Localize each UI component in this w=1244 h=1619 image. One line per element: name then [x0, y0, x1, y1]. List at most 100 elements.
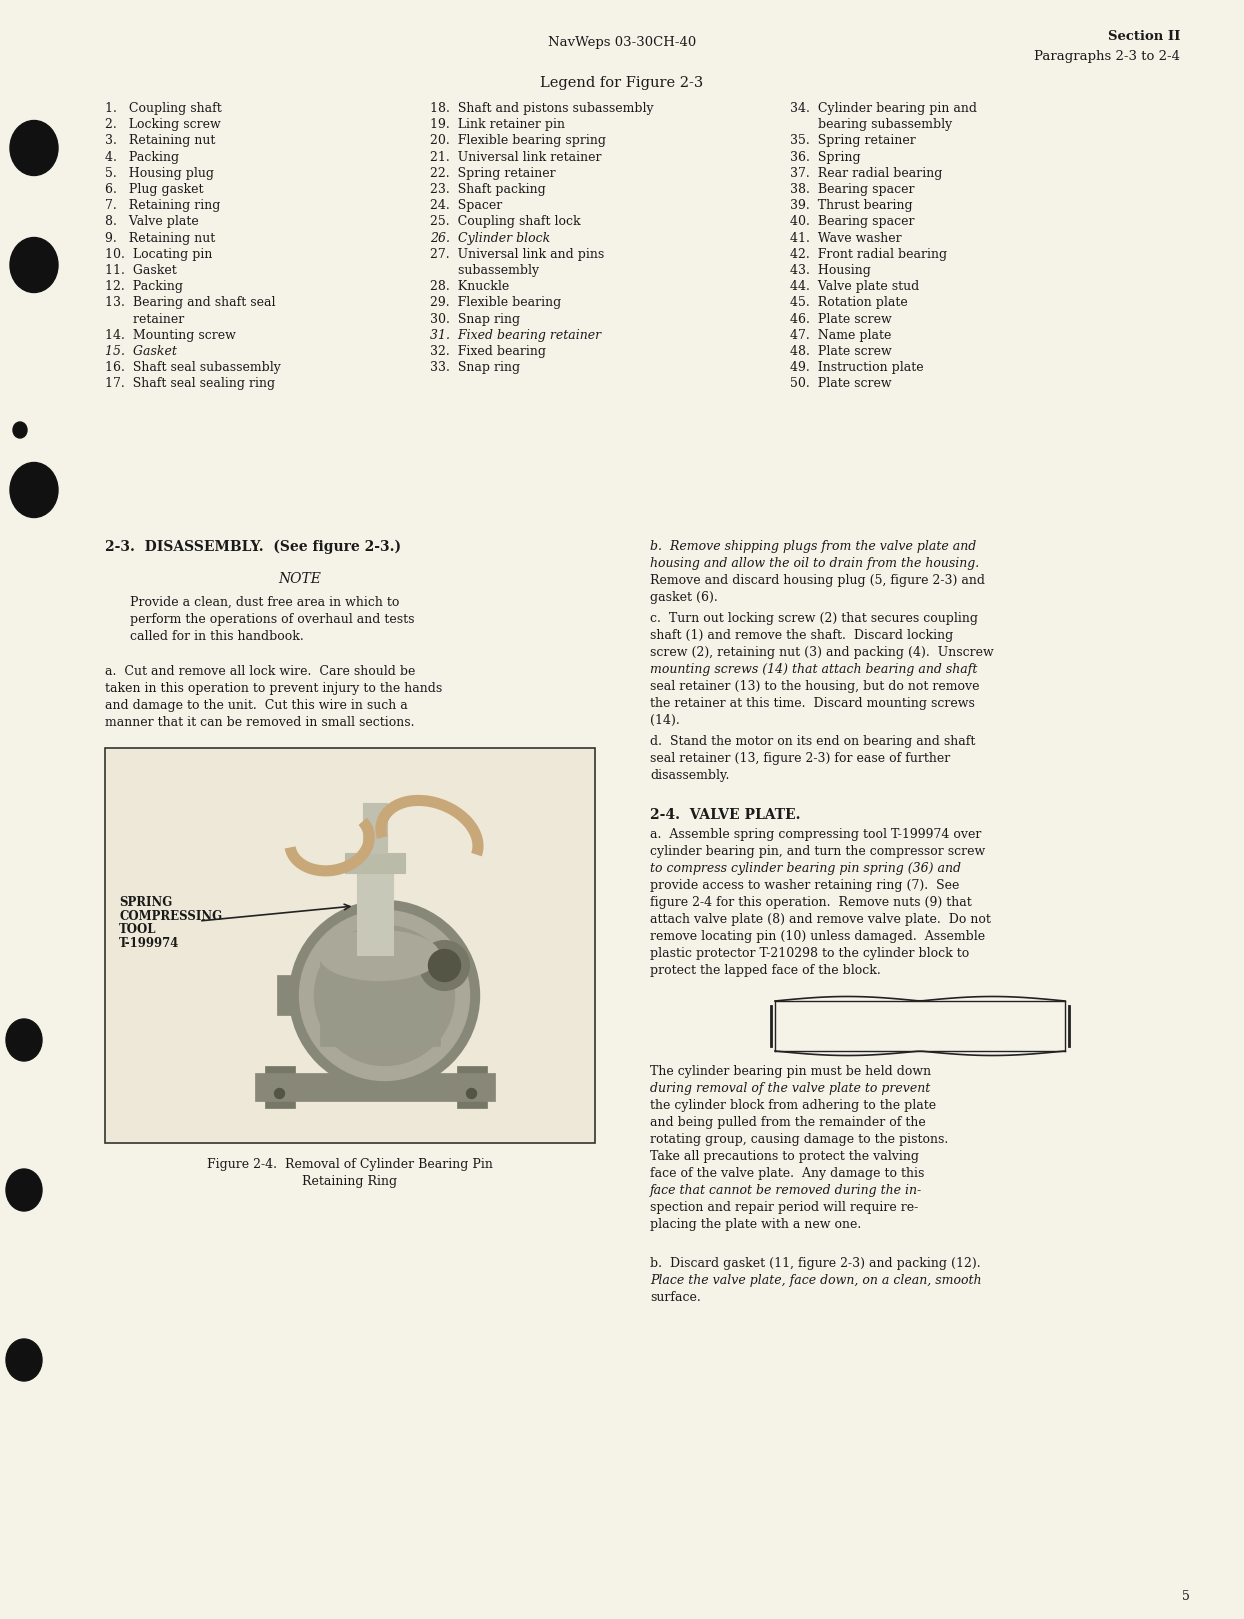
- Text: 24.  Spacer: 24. Spacer: [430, 199, 503, 212]
- Ellipse shape: [10, 463, 58, 518]
- Text: shaft (1) and remove the shaft.  Discard locking: shaft (1) and remove the shaft. Discard …: [651, 630, 953, 643]
- Text: 20.  Flexible bearing spring: 20. Flexible bearing spring: [430, 134, 606, 147]
- Text: b.  Remove shipping plugs from the valve plate and: b. Remove shipping plugs from the valve …: [651, 541, 977, 554]
- Text: figure 2-4 for this operation.  Remove nuts (9) that: figure 2-4 for this operation. Remove nu…: [651, 895, 972, 908]
- Text: 16.  Shaft seal subassembly: 16. Shaft seal subassembly: [104, 361, 281, 374]
- Ellipse shape: [290, 900, 479, 1091]
- Text: 38.  Bearing spacer: 38. Bearing spacer: [790, 183, 914, 196]
- Text: attach valve plate (8) and remove valve plate.  Do not: attach valve plate (8) and remove valve …: [651, 913, 991, 926]
- Text: d.  Stand the motor on its end on bearing and shaft: d. Stand the motor on its end on bearing…: [651, 735, 975, 748]
- Ellipse shape: [6, 1018, 42, 1060]
- Text: Figure 2-4.  Removal of Cylinder Bearing Pin: Figure 2-4. Removal of Cylinder Bearing …: [207, 1158, 493, 1171]
- Text: gasket (6).: gasket (6).: [651, 591, 718, 604]
- Text: Take all precautions to protect the valving: Take all precautions to protect the valv…: [651, 1149, 919, 1162]
- Text: 36.  Spring: 36. Spring: [790, 151, 861, 164]
- Ellipse shape: [428, 949, 460, 981]
- Text: 27.  Universal link and pins: 27. Universal link and pins: [430, 248, 605, 261]
- Text: 3.   Retaining nut: 3. Retaining nut: [104, 134, 215, 147]
- Text: 49.  Instruction plate: 49. Instruction plate: [790, 361, 923, 374]
- Text: called for in this handbook.: called for in this handbook.: [131, 630, 304, 643]
- Ellipse shape: [315, 926, 454, 1065]
- Text: 43.  Housing: 43. Housing: [790, 264, 871, 277]
- Text: COMPRESSING: COMPRESSING: [119, 910, 223, 923]
- Text: rotating group, causing damage to the pistons.: rotating group, causing damage to the pi…: [651, 1133, 948, 1146]
- Text: face of the valve plate.  Any damage to this: face of the valve plate. Any damage to t…: [651, 1167, 924, 1180]
- Bar: [457, 1065, 486, 1107]
- Text: 35.  Spring retainer: 35. Spring retainer: [790, 134, 916, 147]
- Text: 6.   Plug gasket: 6. Plug gasket: [104, 183, 204, 196]
- Text: 12.  Packing: 12. Packing: [104, 280, 183, 293]
- Bar: [357, 866, 393, 955]
- Text: taken in this operation to prevent injury to the hands: taken in this operation to prevent injur…: [104, 682, 443, 695]
- Text: the retainer at this time.  Discard mounting screws: the retainer at this time. Discard mount…: [651, 698, 975, 711]
- Ellipse shape: [10, 238, 58, 293]
- Text: 46.  Plate screw: 46. Plate screw: [790, 312, 892, 325]
- Text: 40.  Bearing spacer: 40. Bearing spacer: [790, 215, 914, 228]
- Bar: [265, 1065, 295, 1107]
- Text: bearing subassembly: bearing subassembly: [790, 118, 952, 131]
- Text: to compress cylinder bearing pin spring (36) and: to compress cylinder bearing pin spring …: [651, 861, 962, 874]
- Ellipse shape: [300, 910, 469, 1080]
- Text: during removal of the valve plate to prevent: during removal of the valve plate to pre…: [651, 1081, 931, 1094]
- Text: placing the plate with a new one.: placing the plate with a new one.: [651, 1217, 861, 1230]
- Text: TOOL: TOOL: [119, 923, 157, 936]
- Text: surface.: surface.: [651, 1290, 700, 1303]
- Text: c.  Turn out locking screw (2) that secures coupling: c. Turn out locking screw (2) that secur…: [651, 612, 978, 625]
- Text: Place the valve plate, face down, on a clean, smooth: Place the valve plate, face down, on a c…: [651, 1274, 982, 1287]
- Text: and damage to the unit.  Cut this wire in such a: and damage to the unit. Cut this wire in…: [104, 699, 408, 712]
- Text: and being pulled from the remainder of the: and being pulled from the remainder of t…: [651, 1115, 926, 1128]
- Text: a.  Cut and remove all lock wire.  Care should be: a. Cut and remove all lock wire. Care sh…: [104, 665, 415, 678]
- Text: 2.   Locking screw: 2. Locking screw: [104, 118, 220, 131]
- Text: Provide a clean, dust free area in which to: Provide a clean, dust free area in which…: [131, 596, 399, 609]
- Ellipse shape: [12, 423, 27, 439]
- Text: Legend for Figure 2-3: Legend for Figure 2-3: [540, 76, 704, 91]
- Text: SPRING: SPRING: [119, 895, 172, 908]
- Text: subassembly: subassembly: [430, 264, 539, 277]
- Text: 2-3.  DISASSEMBLY.  (See figure 2-3.): 2-3. DISASSEMBLY. (See figure 2-3.): [104, 541, 401, 554]
- Bar: [345, 853, 404, 874]
- Text: 23.  Shaft packing: 23. Shaft packing: [430, 183, 546, 196]
- Text: perform the operations of overhaul and tests: perform the operations of overhaul and t…: [131, 614, 414, 627]
- Text: 5: 5: [1182, 1590, 1191, 1603]
- Ellipse shape: [6, 1169, 42, 1211]
- Text: face that cannot be removed during the in-: face that cannot be removed during the i…: [651, 1183, 922, 1196]
- Text: 29.  Flexible bearing: 29. Flexible bearing: [430, 296, 561, 309]
- Bar: [320, 955, 439, 1046]
- Bar: [362, 803, 387, 853]
- Text: Paragraphs 2-3 to 2-4: Paragraphs 2-3 to 2-4: [1034, 50, 1181, 63]
- Text: 33.  Snap ring: 33. Snap ring: [430, 361, 520, 374]
- Text: 45.  Rotation plate: 45. Rotation plate: [790, 296, 908, 309]
- Text: seal retainer (13) to the housing, but do not remove: seal retainer (13) to the housing, but d…: [651, 680, 979, 693]
- Text: The cylinder bearing pin must be held down: The cylinder bearing pin must be held do…: [651, 1065, 931, 1078]
- Ellipse shape: [320, 931, 439, 981]
- Text: 8.   Valve plate: 8. Valve plate: [104, 215, 199, 228]
- Bar: [276, 976, 292, 1015]
- Text: 26.  Cylinder block: 26. Cylinder block: [430, 232, 550, 244]
- Text: 11.  Gasket: 11. Gasket: [104, 264, 177, 277]
- Text: 17.  Shaft seal sealing ring: 17. Shaft seal sealing ring: [104, 377, 275, 390]
- Text: Section II: Section II: [1107, 31, 1181, 44]
- Text: 19.  Link retainer pin: 19. Link retainer pin: [430, 118, 565, 131]
- Text: 47.  Name plate: 47. Name plate: [790, 329, 892, 342]
- Text: provide access to washer retaining ring (7).  See: provide access to washer retaining ring …: [651, 879, 959, 892]
- Text: 44.  Valve plate stud: 44. Valve plate stud: [790, 280, 919, 293]
- Text: spection and repair period will require re-: spection and repair period will require …: [651, 1201, 918, 1214]
- Text: 34.  Cylinder bearing pin and: 34. Cylinder bearing pin and: [790, 102, 977, 115]
- Text: retainer: retainer: [104, 312, 184, 325]
- Text: 9.   Retaining nut: 9. Retaining nut: [104, 232, 215, 244]
- Text: 2-4.  VALVE PLATE.: 2-4. VALVE PLATE.: [651, 808, 800, 822]
- Text: Retaining Ring: Retaining Ring: [302, 1175, 398, 1188]
- Bar: [775, 1001, 1065, 1051]
- Text: 5.   Housing plug: 5. Housing plug: [104, 167, 214, 180]
- Text: screw (2), retaining nut (3) and packing (4).  Unscrew: screw (2), retaining nut (3) and packing…: [651, 646, 994, 659]
- Text: 41.  Wave washer: 41. Wave washer: [790, 232, 902, 244]
- Text: 22.  Spring retainer: 22. Spring retainer: [430, 167, 556, 180]
- Text: remove locating pin (10) unless damaged.  Assemble: remove locating pin (10) unless damaged.…: [651, 929, 985, 942]
- Text: manner that it can be removed in small sections.: manner that it can be removed in small s…: [104, 716, 414, 729]
- Text: 15.  Gasket: 15. Gasket: [104, 345, 177, 358]
- Text: T-199974: T-199974: [119, 936, 179, 949]
- Text: a.  Assemble spring compressing tool T-199974 over: a. Assemble spring compressing tool T-19…: [651, 827, 982, 840]
- Text: 48.  Plate screw: 48. Plate screw: [790, 345, 892, 358]
- Text: 13.  Bearing and shaft seal: 13. Bearing and shaft seal: [104, 296, 275, 309]
- Text: b.  Discard gasket (11, figure 2-3) and packing (12).: b. Discard gasket (11, figure 2-3) and p…: [651, 1256, 980, 1269]
